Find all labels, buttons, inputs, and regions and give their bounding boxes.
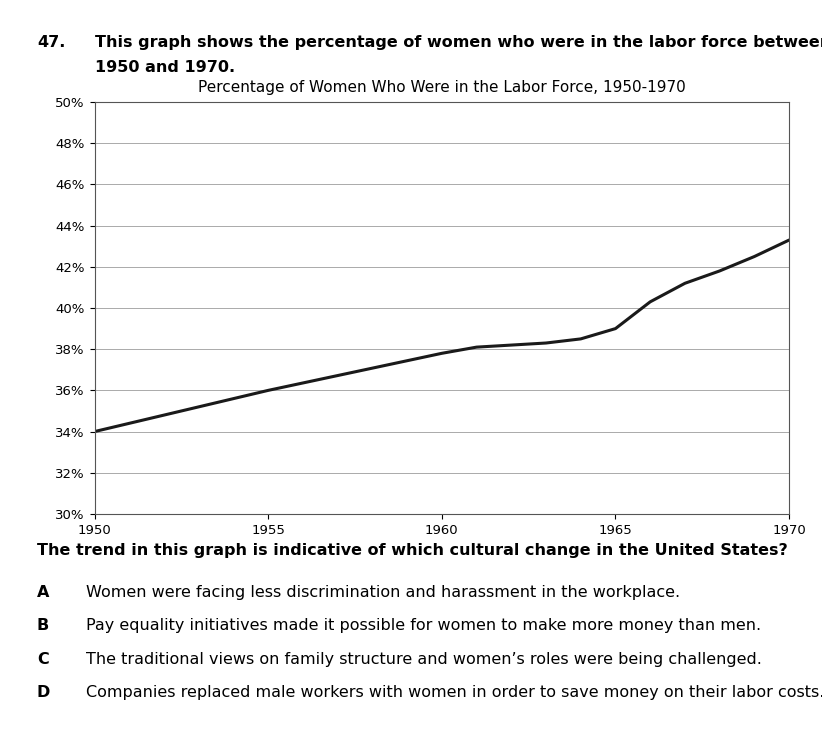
- Text: Pay equality initiatives made it possible for women to make more money than men.: Pay equality initiatives made it possibl…: [86, 618, 761, 634]
- Text: B: B: [37, 618, 49, 634]
- Title: Percentage of Women Who Were in the Labor Force, 1950-1970: Percentage of Women Who Were in the Labo…: [198, 80, 686, 95]
- Text: Companies replaced male workers with women in order to save money on their labor: Companies replaced male workers with wom…: [86, 685, 822, 701]
- Text: A: A: [37, 585, 49, 600]
- Text: The trend in this graph is indicative of which cultural change in the United Sta: The trend in this graph is indicative of…: [37, 543, 787, 558]
- Text: D: D: [37, 685, 50, 701]
- Text: Women were facing less discrimination and harassment in the workplace.: Women were facing less discrimination an…: [86, 585, 681, 600]
- Text: 47.: 47.: [37, 35, 66, 50]
- Text: 1950 and 1970.: 1950 and 1970.: [95, 60, 234, 75]
- Text: The traditional views on family structure and women’s roles were being challenge: The traditional views on family structur…: [86, 652, 762, 667]
- Text: This graph shows the percentage of women who were in the labor force between: This graph shows the percentage of women…: [95, 35, 822, 50]
- Text: C: C: [37, 652, 48, 667]
